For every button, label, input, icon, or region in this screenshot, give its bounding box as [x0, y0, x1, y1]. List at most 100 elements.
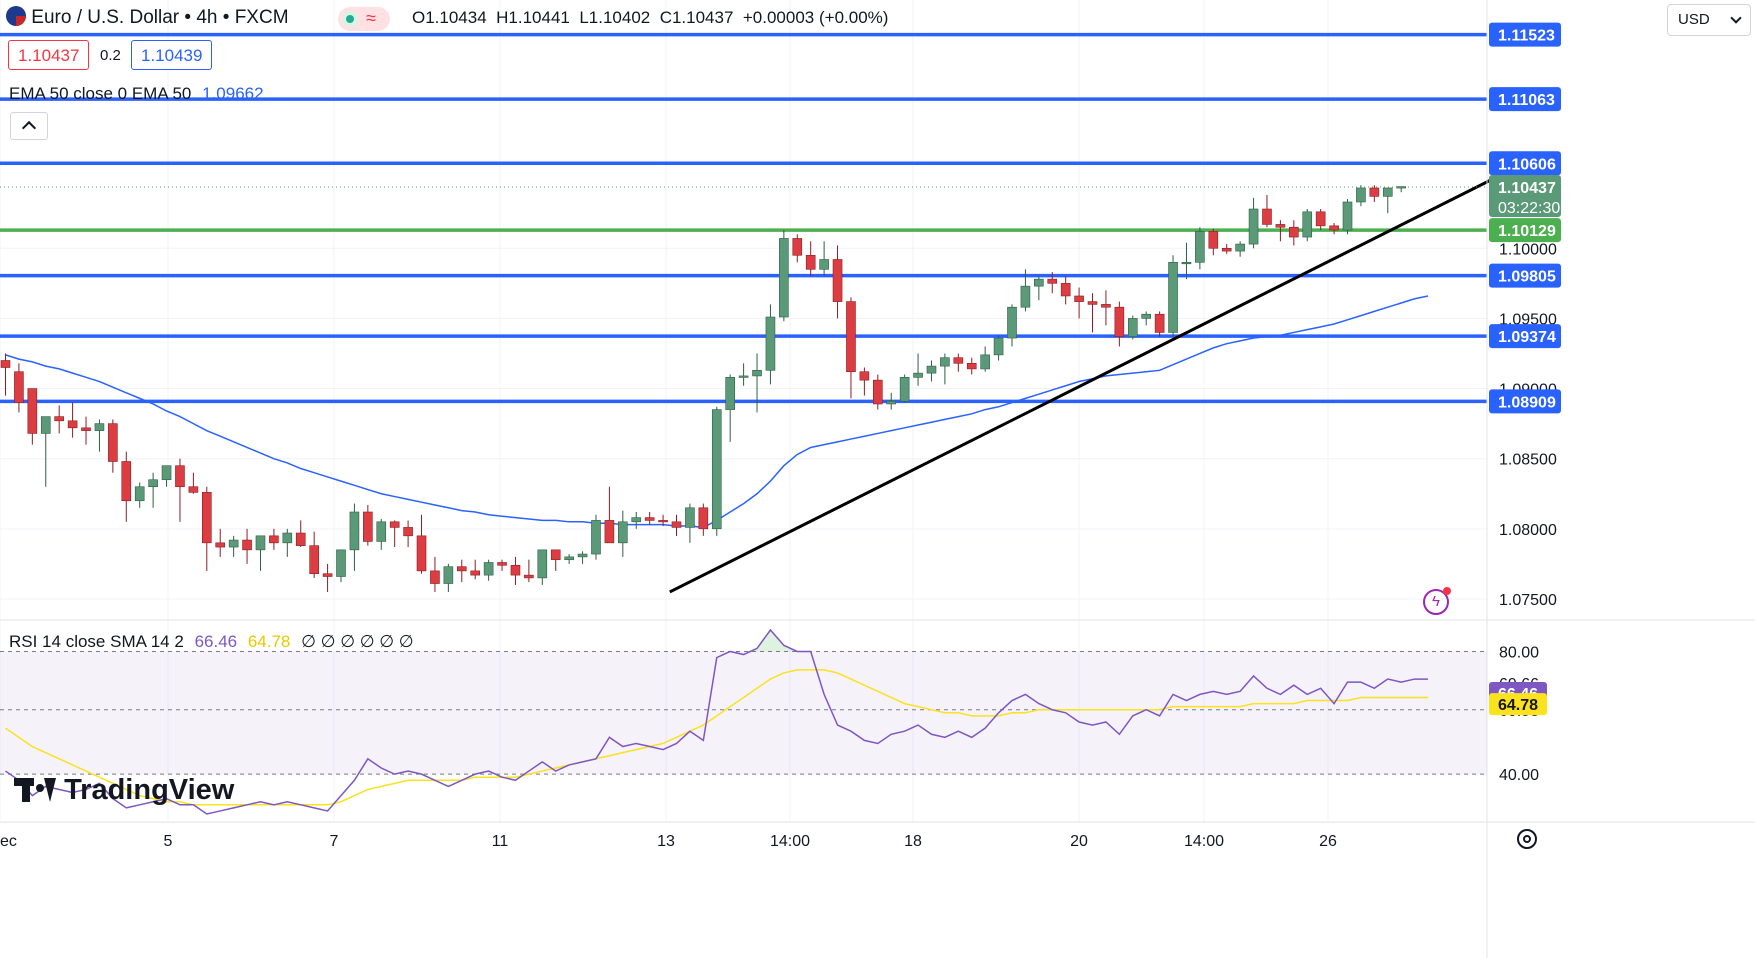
ema-legend-label: EMA 50 close 0 EMA 50: [9, 84, 192, 103]
candle-body-44: [591, 520, 601, 555]
candle-body-87: [1168, 262, 1178, 333]
ohlc-high: H1.10441: [496, 8, 570, 27]
level-label-bg: [1489, 263, 1561, 288]
candle-body-34: [456, 566, 467, 572]
candle-body-5: [67, 420, 78, 429]
level-label-bg: [1489, 324, 1561, 349]
ohlc-low: L1.10402: [579, 8, 651, 27]
candle-body-28: [376, 521, 387, 542]
candle-body-0: [0, 360, 11, 368]
candle-body-90: [1208, 231, 1219, 249]
time-tick-label: ec: [0, 833, 17, 850]
time-tick-label: 14:00: [1184, 833, 1224, 850]
candle-body-86: [1154, 313, 1165, 333]
candle-body-83: [1114, 306, 1125, 337]
candle-body-88: [1181, 262, 1192, 265]
candle-body-46: [618, 521, 628, 544]
candle-body-72: [966, 363, 977, 370]
candle-body-73: [980, 354, 990, 370]
candle-body-75: [1007, 306, 1017, 339]
time-tick-label: 26: [1319, 833, 1337, 850]
currency-select[interactable]: USD: [1667, 4, 1751, 36]
rsi-pane: [0, 628, 1487, 815]
rsi-legend-label: RSI 14 close SMA 14 2: [9, 632, 184, 651]
time-tick-label: 18: [904, 833, 922, 850]
buy-button[interactable]: 1.10439: [131, 40, 213, 70]
time-tick-label: 7: [330, 833, 339, 850]
candle-body-66: [886, 400, 897, 405]
candle-body-70: [940, 357, 950, 367]
candle-body-47: [631, 517, 642, 523]
settings-icon[interactable]: [1517, 829, 1537, 849]
collapse-legend-button[interactable]: [10, 112, 48, 140]
candle-body-2: [27, 388, 38, 434]
symbol-title: Euro / U.S. Dollar: [31, 7, 180, 28]
candle-body-24: [322, 573, 333, 577]
candle-body-60: [805, 254, 816, 270]
lightning-icon[interactable]: ϟ: [1423, 587, 1451, 615]
candle-body-102: [1369, 187, 1380, 197]
candle-body-61: [819, 259, 829, 270]
candlestick-series: [0, 185, 1406, 592]
level-label-bg: [1489, 87, 1561, 112]
candle-body-43: [577, 553, 588, 558]
price-tick-label: 1.08500: [1499, 452, 1557, 469]
price-tick-label: 1.08000: [1499, 522, 1557, 539]
rsi-legend[interactable]: RSI 14 close SMA 14 2 66.46 64.78 ∅ ∅ ∅ …: [9, 632, 414, 652]
candle-body-13: [175, 465, 185, 488]
candle-body-25: [336, 549, 346, 577]
chevron-up-icon: [21, 120, 37, 136]
ema-legend[interactable]: EMA 50 close 0 EMA 50 1.09662: [9, 84, 264, 104]
price-tick-label: 1.10000: [1499, 241, 1557, 258]
candle-body-91: [1221, 247, 1232, 252]
candle-body-30: [403, 527, 413, 537]
candle-body-9: [121, 461, 132, 502]
symbol-header[interactable]: Euro / U.S. Dollar • 4h • FXCM: [6, 6, 289, 29]
candle-body-32: [430, 570, 440, 584]
candle-body-49: [658, 520, 668, 523]
candle-body-77: [1034, 278, 1044, 287]
level-label: 1.08909: [1498, 394, 1556, 411]
candle-body-26: [349, 511, 360, 551]
candle-body-10: [134, 486, 145, 502]
spread-value: 0.2: [100, 47, 121, 64]
trendline[interactable]: [669, 169, 1510, 594]
candle-body-96: [1289, 226, 1299, 238]
level-label-bg: [1489, 151, 1561, 176]
last-price-label: 1.10437: [1498, 180, 1556, 197]
rsi-line: [5, 628, 1429, 815]
rsi-legend-value: 66.46: [194, 632, 238, 651]
level-label: 1.10606: [1498, 156, 1556, 173]
trendline-path: [669, 169, 1510, 594]
candle-body-50: [671, 521, 682, 528]
candle-body-48: [644, 517, 655, 521]
rsi-band: [0, 651, 1487, 775]
candle-body-93: [1248, 208, 1259, 245]
candle-body-39: [524, 574, 534, 579]
candle-body-21: [282, 532, 293, 544]
sell-button[interactable]: 1.10437: [8, 40, 90, 70]
time-tick-label: 14:00: [770, 833, 810, 850]
candle-body-38: [510, 564, 521, 576]
candle-body-7: [94, 423, 105, 431]
time-tick-label: 11: [492, 833, 509, 850]
candle-body-6: [81, 427, 91, 431]
level-label-bg: [1489, 22, 1561, 47]
candle-body-76: [1020, 285, 1031, 308]
candle-body-1: [14, 371, 24, 403]
rsi-sma-tag: 64.78: [1498, 697, 1538, 714]
candle-body-58: [779, 238, 789, 318]
candle-body-95: [1275, 224, 1286, 228]
level-label: 1.09805: [1498, 269, 1556, 286]
candle-body-62: [832, 259, 843, 302]
market-status-badge[interactable]: ≈: [338, 7, 390, 31]
candle-body-31: [416, 535, 427, 572]
flag-icon: [6, 6, 26, 26]
tv-icon: [14, 778, 56, 802]
candle-body-79: [1060, 283, 1071, 297]
time-tick-label: 20: [1070, 833, 1088, 850]
candle-body-59: [792, 238, 803, 256]
tradingview-logo[interactable]: TradingView: [14, 774, 234, 807]
candle-body-41: [550, 549, 561, 560]
